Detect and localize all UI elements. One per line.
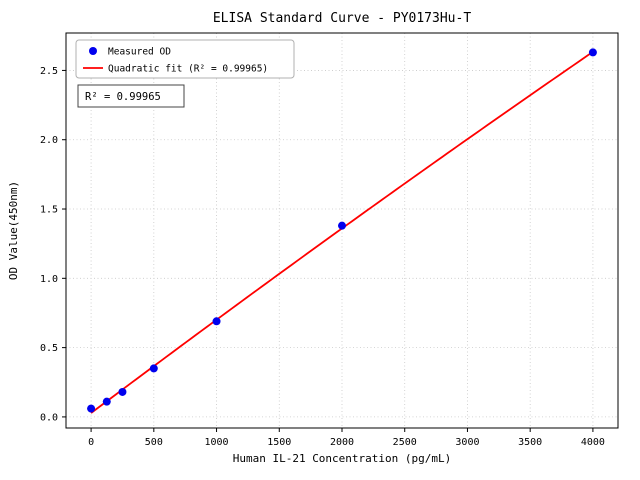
data-points bbox=[87, 48, 597, 413]
chart-title: ELISA Standard Curve - PY0173Hu-T bbox=[213, 11, 471, 26]
y-axis-label: OD Value(450nm) bbox=[7, 181, 20, 280]
x-tick-label: 1000 bbox=[204, 437, 228, 448]
legend: Measured OD Quadratic fit (R² = 0.99965) bbox=[75, 39, 295, 79]
data-point bbox=[338, 221, 346, 230]
y-tick-label: 2.5 bbox=[40, 66, 58, 77]
data-point bbox=[118, 387, 127, 396]
grid bbox=[66, 33, 618, 428]
data-point bbox=[212, 317, 221, 326]
x-tick-label: 2000 bbox=[330, 437, 354, 448]
x-tick-label: 2500 bbox=[393, 437, 417, 448]
data-point bbox=[102, 397, 111, 406]
tick-labels: 0 500 1000 1500 2000 2500 3000 3500 4000 0.0 0.5 1.… bbox=[40, 66, 605, 448]
data-point bbox=[149, 364, 158, 373]
x-tick-label: 0 bbox=[88, 437, 94, 448]
data-point bbox=[588, 48, 597, 57]
y-tick-label: 2.0 bbox=[40, 135, 58, 146]
y-tick-label: 1.0 bbox=[40, 274, 58, 285]
legend-box bbox=[75, 39, 295, 79]
r-squared-annotation: R² = 0.99965 bbox=[77, 84, 185, 108]
y-tick-label: 0.0 bbox=[40, 412, 58, 423]
data-point bbox=[87, 404, 96, 413]
legend-label-measured: Measured OD bbox=[108, 47, 171, 58]
x-tick-label: 1500 bbox=[267, 437, 291, 448]
x-tick-label: 500 bbox=[145, 437, 163, 448]
x-tick-label: 3000 bbox=[455, 437, 479, 448]
legend-label-fit: Quadratic fit (R² = 0.99965) bbox=[108, 64, 268, 75]
x-tick-label: 3500 bbox=[518, 437, 542, 448]
x-axis-label: Human IL-21 Concentration (pg/mL) bbox=[233, 452, 452, 465]
legend-point-marker bbox=[89, 47, 97, 55]
x-tick-label: 4000 bbox=[581, 437, 605, 448]
y-tick-label: 1.5 bbox=[40, 205, 58, 216]
y-tick-label: 0.5 bbox=[40, 343, 58, 354]
annotation-text: R² = 0.99965 bbox=[85, 91, 161, 103]
annotation-box bbox=[77, 84, 185, 108]
